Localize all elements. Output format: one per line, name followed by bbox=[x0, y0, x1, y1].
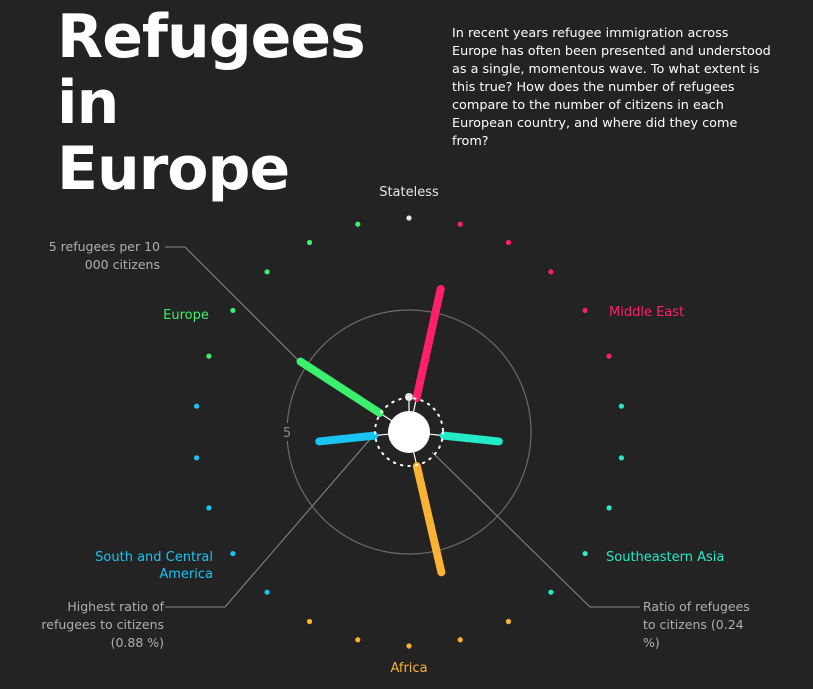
region-label: South and Central America bbox=[95, 550, 213, 582]
scale-label-bg bbox=[279, 423, 295, 441]
region-dot bbox=[230, 550, 236, 557]
title: Refugees in Europe bbox=[57, 2, 366, 204]
region-label: Middle East bbox=[609, 305, 685, 320]
region-dot bbox=[193, 455, 200, 461]
region-dot bbox=[206, 353, 212, 359]
annotation: Ratio of refugees to citizens (0.24 %) bbox=[643, 599, 750, 650]
region-dot bbox=[406, 215, 412, 221]
region-label: Stateless bbox=[379, 185, 439, 200]
region-dot bbox=[618, 403, 625, 409]
region-dot bbox=[264, 589, 270, 595]
region-label: Southeastern Asia bbox=[606, 550, 725, 565]
bar bbox=[315, 431, 379, 446]
region-dot bbox=[618, 455, 625, 461]
leader-line bbox=[165, 246, 301, 363]
region-dot bbox=[355, 221, 361, 227]
region-dot bbox=[457, 637, 463, 643]
dotted-ring bbox=[374, 397, 444, 467]
region-label: Europe bbox=[163, 308, 209, 323]
region-dot bbox=[582, 307, 588, 314]
region-dot bbox=[457, 221, 463, 227]
annotation: Highest ratio of refugees to citizens (0… bbox=[41, 599, 164, 650]
region-dot bbox=[505, 239, 512, 246]
region-dot bbox=[548, 589, 554, 595]
region-dot bbox=[193, 403, 200, 409]
region-dot bbox=[406, 643, 412, 649]
bar bbox=[412, 462, 446, 577]
region-dot bbox=[606, 353, 612, 359]
scale-label: 5 bbox=[283, 426, 291, 441]
region-dot bbox=[355, 637, 361, 643]
region-dot bbox=[264, 269, 270, 275]
bar bbox=[412, 285, 445, 402]
region-dot bbox=[206, 505, 212, 511]
center-disk bbox=[388, 411, 430, 453]
region-dot bbox=[306, 239, 313, 246]
region-dot bbox=[548, 269, 554, 275]
bar bbox=[296, 357, 384, 417]
region-label: Africa bbox=[390, 661, 428, 676]
leader-line bbox=[165, 436, 373, 608]
region-dot bbox=[606, 505, 612, 511]
region-dot bbox=[582, 550, 588, 557]
leader-line bbox=[431, 451, 640, 608]
description: In recent years refugee immigration acro… bbox=[452, 26, 771, 149]
region-dot bbox=[230, 307, 236, 314]
region-dot bbox=[306, 618, 313, 625]
region-dot bbox=[505, 618, 512, 625]
bar bbox=[439, 431, 503, 446]
annotation: 5 refugees per 10 000 citizens bbox=[48, 239, 160, 272]
